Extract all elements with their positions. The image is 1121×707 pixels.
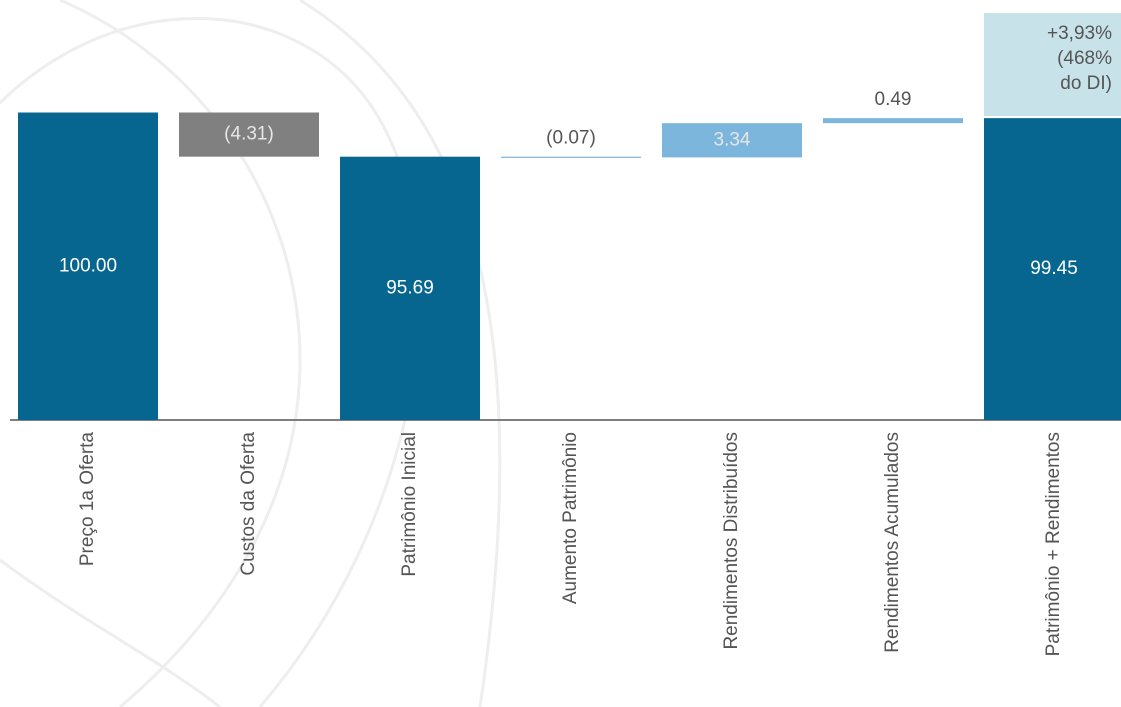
bar: [340, 156, 480, 421]
x-tick-label: Custos da Oferta: [238, 432, 259, 576]
bar: [823, 118, 963, 124]
bar: [18, 112, 158, 420]
bar: [501, 156, 641, 158]
data-label: 99.45: [1030, 258, 1078, 279]
data-label: 100.00: [59, 255, 117, 276]
x-tick-label: Aumento Patrimônio: [560, 432, 581, 604]
x-tick-label: Preço 1a Oferta: [77, 432, 98, 567]
data-label: (0.07): [546, 128, 596, 149]
data-label: (4.31): [224, 124, 274, 145]
annotation-text: do DI): [1060, 73, 1112, 94]
x-tick-label: Rendimentos Distribuídos: [721, 432, 742, 650]
x-tick-label: Patrimônio Inicial: [399, 432, 420, 577]
data-label: 95.69: [386, 277, 434, 298]
annotation-text: (468%: [1057, 48, 1112, 69]
annotation-box: [984, 13, 1121, 117]
bar: [984, 118, 1121, 420]
data-label: 3.34: [714, 129, 751, 150]
bar: [662, 123, 802, 158]
annotation-text: +3,93%: [1047, 23, 1112, 44]
x-tick-label: Rendimentos Acumulados: [882, 432, 903, 653]
x-tick-label: Patrimônio + Rendimentos: [1043, 432, 1064, 656]
bar: [179, 112, 319, 157]
data-label: 0.49: [875, 89, 912, 110]
